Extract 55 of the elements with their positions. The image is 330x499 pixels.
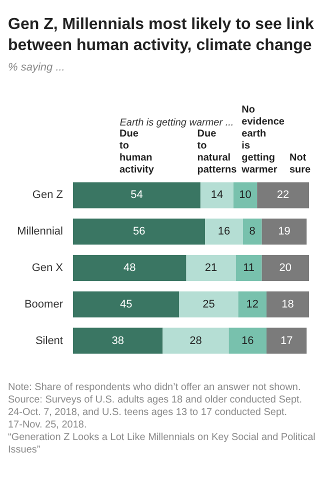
bar	[73, 328, 163, 354]
series-label: Due to human activity	[119, 128, 154, 176]
text: Note: Share of respondents who didn’t offer an answer not shown.	[8, 382, 301, 393]
bar	[228, 328, 267, 354]
y-tick-label: Silent	[35, 334, 63, 347]
bar	[262, 218, 307, 245]
data-label: 25	[202, 298, 215, 310]
data-label: 16	[242, 334, 254, 347]
bar	[73, 218, 206, 245]
bar	[186, 255, 236, 281]
y-tick-label: Gen Z	[32, 189, 64, 202]
data-label: 10	[239, 189, 252, 202]
data-label: 38	[112, 334, 124, 347]
data-label: 11	[243, 262, 255, 274]
source-note: Source: Surveys of U.S. adults ages 18 and older conducted Sept. 24-Oct. 7, 2018, and U.S. teens ages 13 to 17 conducted Sept. 17-Nov. 25, 2018.	[8, 394, 302, 430]
data-label: 54	[130, 189, 143, 202]
bar	[200, 182, 234, 208]
bar	[262, 255, 309, 281]
data-label: 8	[249, 226, 256, 238]
chart-title: Gen Z, Millennials most likely to see link between human activity, climate change	[8, 16, 314, 54]
bar	[266, 328, 307, 354]
bar	[266, 291, 309, 318]
data-label: 45	[120, 298, 132, 310]
data-label: 14	[210, 189, 224, 202]
data-label: 17	[280, 334, 293, 347]
bar	[242, 218, 262, 245]
data-label: 56	[132, 226, 146, 238]
bar	[73, 182, 200, 208]
y-tick-label: Boomer	[24, 298, 64, 310]
bar	[179, 291, 238, 318]
bar	[73, 291, 180, 318]
data-label: 18	[282, 298, 294, 310]
bar	[257, 182, 309, 208]
data-label: 28	[190, 334, 202, 347]
series-label: No evidence earth is getting warmer	[240, 104, 285, 176]
data-label: 21	[204, 262, 218, 274]
data-label: 16	[218, 226, 230, 238]
data-label: 48	[124, 262, 136, 274]
series-label: Due to natural patterns	[197, 128, 238, 176]
text: “Generation Z Looks a Lot Like Millennials on Key Social and Political Issues”	[8, 432, 316, 456]
data-label: 22	[276, 189, 290, 202]
series-label: Not sure	[289, 152, 312, 176]
bar	[233, 182, 258, 208]
text: Earth is getting warmer ...	[120, 118, 234, 129]
data-label: 19	[278, 226, 290, 238]
y-tick-label: Gen X	[32, 262, 64, 274]
bar	[236, 255, 262, 281]
bar	[205, 218, 243, 245]
bar	[73, 255, 186, 281]
bar	[162, 328, 229, 354]
data-label: 20	[279, 262, 292, 274]
chart-subtitle: % saying ...	[8, 62, 65, 74]
bar	[238, 291, 267, 318]
data-label: 12	[246, 298, 258, 310]
y-tick-label: Millennial	[17, 226, 63, 238]
